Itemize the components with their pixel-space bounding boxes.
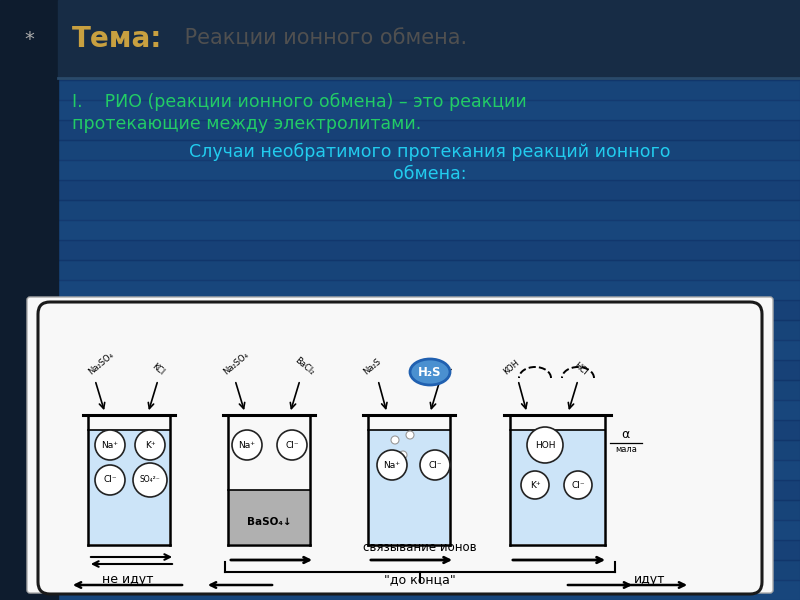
Circle shape (420, 450, 450, 480)
Circle shape (564, 471, 592, 499)
Text: Cl⁻: Cl⁻ (428, 461, 442, 469)
Text: Случаи необратимого протекания реакций ионного: Случаи необратимого протекания реакций и… (190, 143, 670, 161)
Bar (0, 480, 800, 500)
Bar (0, 0, 58, 600)
Circle shape (95, 465, 125, 495)
Bar (0, 400, 800, 420)
FancyBboxPatch shape (38, 302, 762, 594)
Bar (0, 420, 800, 440)
Bar (0, 380, 800, 400)
Bar (0, 0, 800, 20)
Text: Na⁺: Na⁺ (238, 440, 255, 449)
Text: KCl: KCl (150, 362, 166, 377)
Text: "до конца": "до конца" (384, 574, 456, 587)
Circle shape (95, 430, 125, 460)
Text: I.    РИО (реакции ионного обмена) – это реакции: I. РИО (реакции ионного обмена) – это ре… (72, 93, 526, 111)
Text: HCl: HCl (572, 361, 589, 377)
Bar (0, 520, 800, 540)
Text: Na₂S: Na₂S (362, 357, 383, 377)
Text: BaCl₂: BaCl₂ (293, 356, 316, 377)
Circle shape (133, 463, 167, 497)
Bar (0, 300, 800, 320)
Text: Реакции ионного обмена.: Реакции ионного обмена. (178, 29, 467, 49)
Text: мала: мала (615, 445, 637, 455)
Circle shape (521, 471, 549, 499)
Circle shape (406, 431, 414, 439)
Text: Тема:: Тема: (72, 25, 162, 53)
Text: Cl⁻: Cl⁻ (285, 440, 299, 449)
Bar (0, 160, 800, 180)
Bar (0, 580, 800, 600)
Text: K⁺: K⁺ (145, 440, 155, 449)
Text: идут: идут (634, 574, 666, 587)
Circle shape (527, 427, 563, 463)
Bar (0, 20, 800, 40)
Text: протекающие между электролитами.: протекающие между электролитами. (72, 115, 422, 133)
Bar (0, 60, 800, 80)
Bar (0, 500, 800, 520)
Circle shape (399, 451, 407, 459)
Text: BaSO₄↓: BaSO₄↓ (246, 517, 291, 527)
Bar (0, 440, 800, 460)
FancyBboxPatch shape (27, 297, 773, 593)
Text: Na⁺: Na⁺ (102, 440, 118, 449)
Bar (229, 490, 309, 544)
Text: KOH: KOH (502, 359, 522, 377)
Bar (0, 80, 800, 100)
Bar (0, 240, 800, 260)
Circle shape (135, 430, 165, 460)
Text: SO₄²⁻: SO₄²⁻ (140, 475, 160, 485)
Text: Na⁺: Na⁺ (383, 461, 401, 469)
Text: α: α (621, 428, 629, 442)
Bar (0, 220, 800, 240)
Text: K⁺: K⁺ (530, 481, 540, 490)
Text: не идут: не идут (102, 574, 154, 587)
Bar (0, 320, 800, 340)
Bar (0, 360, 800, 380)
Circle shape (391, 436, 399, 444)
Text: связывание ионов: связывание ионов (363, 541, 477, 554)
Bar (0, 540, 800, 560)
Circle shape (232, 430, 262, 460)
Text: HCl: HCl (435, 361, 452, 377)
Text: Na₂SO₄: Na₂SO₄ (222, 351, 251, 377)
Bar (0, 200, 800, 220)
Bar (89, 430, 169, 544)
Bar (0, 560, 800, 580)
Bar (0, 140, 800, 160)
Ellipse shape (410, 359, 450, 385)
Bar (0, 340, 800, 360)
Bar (0, 100, 800, 120)
Bar (0, 460, 800, 480)
Bar (511, 430, 604, 544)
Text: Na₂SO₄: Na₂SO₄ (87, 351, 116, 377)
Text: H₂S: H₂S (418, 365, 442, 379)
Text: *: * (24, 29, 34, 49)
Bar (0, 260, 800, 280)
Circle shape (377, 450, 407, 480)
Text: Cl⁻: Cl⁻ (571, 481, 585, 490)
Text: HOH: HOH (534, 440, 555, 449)
Bar (0, 180, 800, 200)
Bar (369, 430, 449, 544)
Text: обмена:: обмена: (394, 165, 466, 183)
Bar (0, 40, 800, 60)
Bar (58, 0, 800, 78)
Bar (0, 280, 800, 300)
Bar (0, 120, 800, 140)
Circle shape (277, 430, 307, 460)
Text: Cl⁻: Cl⁻ (103, 475, 117, 485)
